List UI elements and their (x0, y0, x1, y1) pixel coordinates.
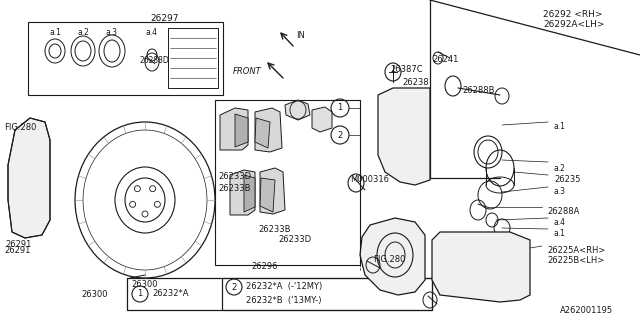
Text: 26288D: 26288D (140, 56, 170, 65)
Text: 26225A<RH>: 26225A<RH> (547, 246, 605, 255)
Polygon shape (255, 108, 282, 152)
Text: 26232*B  ('13MY-): 26232*B ('13MY-) (246, 295, 321, 305)
Text: 26241: 26241 (432, 55, 458, 64)
Text: 26288B: 26288B (462, 86, 495, 95)
Text: 26297: 26297 (151, 14, 179, 23)
Text: 26232*A  (-'12MY): 26232*A (-'12MY) (246, 283, 323, 292)
Text: 26233D: 26233D (278, 235, 311, 244)
Text: 26238: 26238 (402, 78, 429, 87)
Polygon shape (312, 107, 332, 132)
Polygon shape (235, 114, 248, 147)
Text: 26232*A: 26232*A (152, 290, 189, 299)
Text: 26233B: 26233B (258, 225, 291, 234)
Text: FIG.280: FIG.280 (373, 255, 405, 264)
Polygon shape (255, 118, 270, 148)
Text: A262001195: A262001195 (560, 306, 613, 315)
Text: 26288A: 26288A (547, 207, 579, 216)
Text: 26225B<LH>: 26225B<LH> (547, 256, 604, 265)
Text: 26233B: 26233B (218, 184, 250, 193)
Text: 26296: 26296 (252, 262, 278, 271)
Text: a.4: a.4 (554, 218, 566, 227)
Bar (215, 100, 360, 265)
Text: 26233D: 26233D (218, 172, 251, 181)
Text: a.2: a.2 (554, 164, 566, 173)
Text: 1: 1 (138, 290, 143, 299)
Text: 26291: 26291 (4, 246, 30, 255)
Text: 2: 2 (337, 131, 342, 140)
Text: a.1: a.1 (554, 229, 566, 238)
Text: 26387C: 26387C (390, 65, 422, 74)
Text: a.1: a.1 (554, 122, 566, 131)
Text: M000316: M000316 (350, 175, 389, 184)
Polygon shape (360, 218, 425, 295)
Text: FRONT: FRONT (233, 68, 262, 76)
Text: 26291: 26291 (5, 240, 31, 249)
Text: 26235: 26235 (554, 175, 580, 184)
Text: a.3: a.3 (106, 28, 118, 37)
Polygon shape (378, 88, 430, 185)
Bar (222, 278, 432, 310)
Text: FIG.280: FIG.280 (4, 123, 36, 132)
Text: a.4: a.4 (146, 28, 158, 37)
Polygon shape (230, 170, 255, 215)
Text: 26300: 26300 (132, 280, 158, 289)
Polygon shape (260, 178, 275, 212)
Polygon shape (220, 108, 248, 150)
Text: IN: IN (296, 30, 305, 39)
Bar (127, 278, 432, 310)
Bar (28, 22, 223, 95)
Text: 26292A<LH>: 26292A<LH> (543, 20, 605, 29)
Polygon shape (432, 232, 530, 302)
Polygon shape (285, 100, 310, 120)
Polygon shape (244, 175, 255, 212)
Text: 1: 1 (337, 103, 342, 113)
Polygon shape (8, 118, 50, 238)
Text: a.2: a.2 (77, 28, 89, 37)
Text: a.3: a.3 (554, 187, 566, 196)
Text: a.1: a.1 (49, 28, 61, 37)
Text: 2: 2 (232, 283, 237, 292)
Text: 26300: 26300 (82, 290, 108, 299)
Text: 26292 <RH>: 26292 <RH> (543, 10, 602, 19)
Polygon shape (260, 168, 285, 214)
Bar (168, 28, 218, 88)
